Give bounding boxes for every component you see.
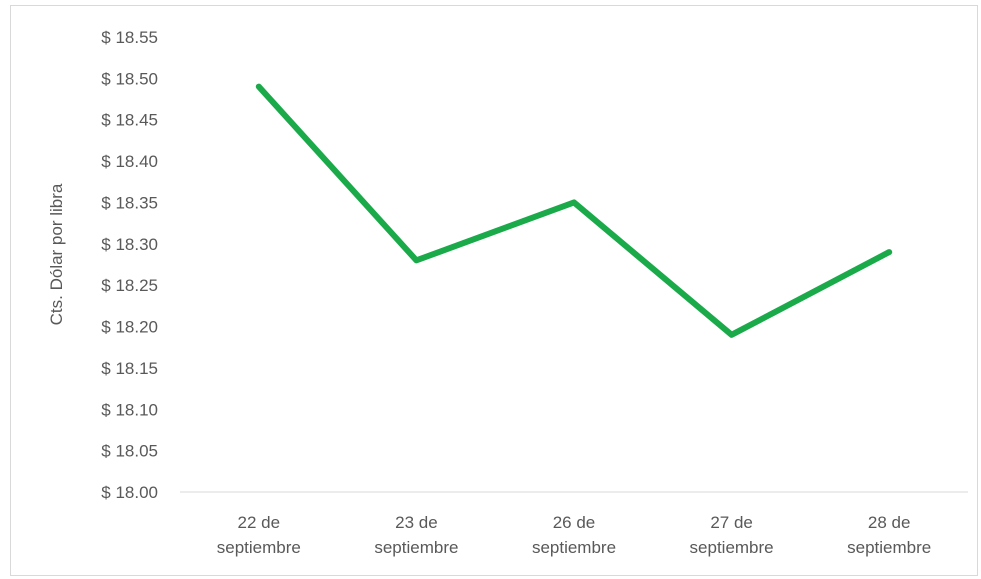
x-tick-label: 23 de septiembre — [374, 513, 458, 557]
x-axis-ticks: 22 de septiembre 23 de septiembre 26 de septi… — [217, 513, 932, 557]
y-tick-label: $ 18.30 — [101, 235, 158, 254]
y-tick-label: $ 18.25 — [101, 276, 158, 295]
y-tick-label: $ 18.50 — [101, 69, 158, 88]
y-tick-label: $ 18.05 — [101, 442, 158, 461]
x-tick-label: 28 de septiembre — [847, 513, 931, 557]
y-tick-label: $ 18.15 — [101, 359, 158, 378]
x-tick-label: 27 de septiembre — [690, 513, 774, 557]
y-tick-label: $ 18.45 — [101, 111, 158, 130]
y-tick-label: $ 18.20 — [101, 318, 158, 337]
y-tick-label: $ 18.40 — [101, 152, 158, 171]
y-tick-label: $ 18.35 — [101, 193, 158, 212]
y-axis-ticks: $ 18.00 $ 18.05 $ 18.10 $ 18.15 $ 18.20 $ 18.… — [101, 28, 158, 502]
y-tick-label: $ 18.00 — [101, 483, 158, 502]
x-tick-label: 22 de septiembre — [217, 513, 301, 557]
series-line — [255, 83, 893, 338]
x-tick-label: 26 de septiembre — [532, 513, 616, 557]
y-axis-label: Cts. Dólar por libra — [47, 183, 66, 325]
y-tick-label: $ 18.55 — [101, 28, 158, 47]
y-tick-label: $ 18.10 — [101, 400, 158, 419]
